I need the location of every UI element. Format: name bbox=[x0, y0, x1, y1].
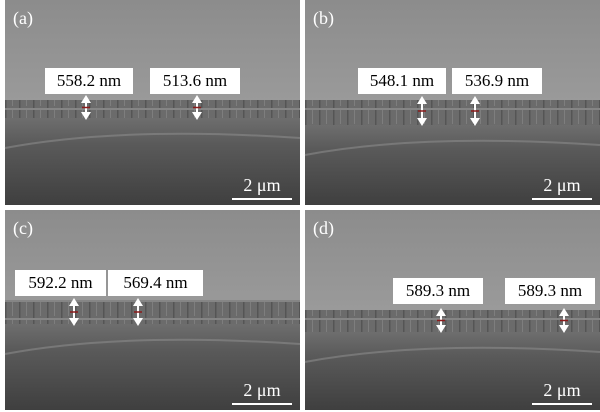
panel-label: (d) bbox=[313, 218, 334, 239]
thickness-label: 592.2 nm bbox=[28, 273, 92, 292]
thickness-label: 513.6 nm bbox=[163, 71, 227, 90]
thickness-label: 558.2 nm bbox=[57, 71, 121, 90]
film-layer bbox=[5, 100, 300, 118]
scale-bar-label: 2 μm bbox=[243, 175, 280, 195]
film-layer bbox=[305, 310, 600, 332]
thickness-label: 548.1 nm bbox=[370, 71, 434, 90]
sem-figure: (a) 558.2 nm 513.6 nm 2 μm (b) 548.1 nm 536.9 … bbox=[0, 0, 600, 412]
panel-label: (b) bbox=[313, 8, 334, 29]
scale-bar-label: 2 μm bbox=[543, 175, 580, 195]
thickness-label: 569.4 nm bbox=[123, 273, 187, 292]
panel-label: (c) bbox=[13, 218, 33, 239]
film-layer bbox=[5, 300, 300, 324]
sem-panel: (a) 558.2 nm 513.6 nm 2 μm bbox=[5, 0, 300, 205]
sem-panel: (d) 589.3 nm 589.3 nm 2 μm bbox=[305, 210, 600, 410]
sem-panel: (b) 548.1 nm 536.9 nm 2 μm bbox=[305, 0, 600, 205]
panel-label: (a) bbox=[13, 8, 33, 29]
thickness-label: 536.9 nm bbox=[465, 71, 529, 90]
sem-panel: (c) 592.2 nm 569.4 nm 2 μm bbox=[5, 210, 300, 410]
film-layer bbox=[305, 100, 600, 125]
scale-bar-label: 2 μm bbox=[243, 380, 280, 400]
thickness-label: 589.3 nm bbox=[406, 281, 470, 300]
scale-bar-label: 2 μm bbox=[543, 380, 580, 400]
thickness-label: 589.3 nm bbox=[518, 281, 582, 300]
